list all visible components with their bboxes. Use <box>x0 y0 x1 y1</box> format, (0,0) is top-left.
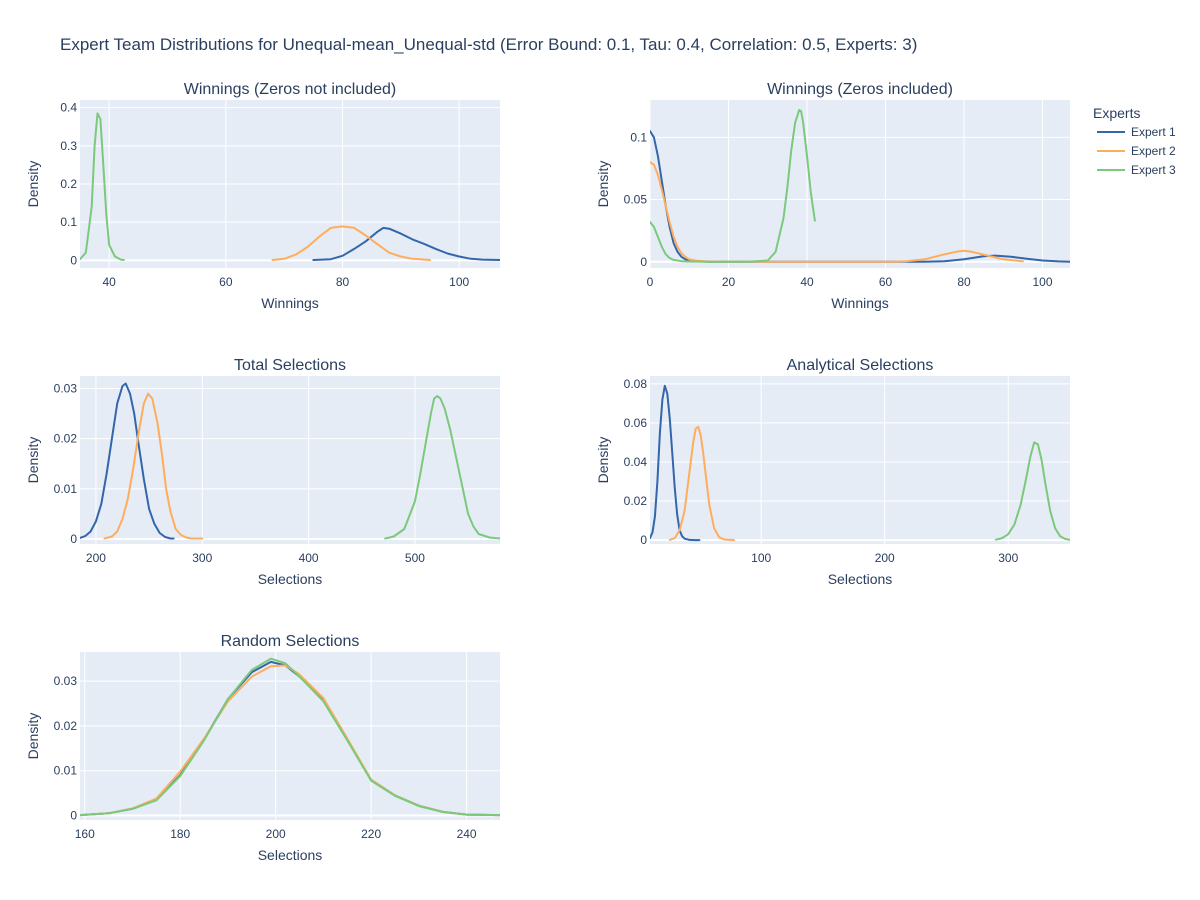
y-tick-label: 0.04 <box>624 455 648 469</box>
x-tick-label: 40 <box>102 275 116 289</box>
y-axis-label: Density <box>25 713 41 760</box>
x-tick-label: 200 <box>875 551 895 565</box>
subplot-title: Total Selections <box>234 357 346 374</box>
subplot-title: Winnings (Zeros included) <box>767 81 953 98</box>
subplot-winnings-z: 0 20 40 60 80 100 0 0.05 0.1 Winnings (Zeros incl… <box>595 81 1070 311</box>
y-tick-label: 0 <box>70 809 77 823</box>
legend-item-expert-3[interactable]: Expert 3 <box>1097 163 1176 177</box>
y-tick-label: 0.2 <box>60 177 77 191</box>
y-tick-label: 0 <box>640 255 647 269</box>
y-tick-label: 0.05 <box>624 193 648 207</box>
plot-area <box>650 376 1070 544</box>
x-tick-label: 100 <box>1033 275 1053 289</box>
plot-area <box>80 652 500 820</box>
y-tick-label: 0.06 <box>624 416 648 430</box>
legend-title: Experts <box>1093 105 1140 121</box>
subplot-title: Analytical Selections <box>787 357 934 374</box>
x-tick-label: 80 <box>957 275 971 289</box>
y-tick-label: 0.1 <box>60 215 77 229</box>
series-group <box>650 384 1070 542</box>
subplot-winnings-nz: 40 60 80 100 0 0.1 0.2 0.3 0.4 Winnings (Zeros no… <box>25 81 500 311</box>
series-line-expert-1 <box>312 226 500 261</box>
series-group <box>80 382 500 540</box>
y-tick-label: 0.08 <box>624 377 648 391</box>
series-line-expert-1 <box>80 382 175 540</box>
subplot-title: Winnings (Zeros not included) <box>184 81 397 98</box>
y-axis-label: Density <box>595 437 611 484</box>
series-line-expert-3 <box>650 109 816 263</box>
y-tick-label: 0.3 <box>60 139 77 153</box>
figure-title: Expert Team Distributions for Unequal-me… <box>60 35 917 54</box>
legend-item-expert-2[interactable]: Expert 2 <box>1097 144 1176 158</box>
legend-label-expert-3: Expert 3 <box>1131 163 1176 177</box>
x-tick-label: 40 <box>800 275 814 289</box>
y-tick-label: 0.03 <box>54 382 78 396</box>
subplot-total-selections: 200 300 400 500 0 0.01 0.02 0.03 Total Selection… <box>25 357 500 587</box>
y-axis-label: Density <box>595 161 611 208</box>
x-tick-label: 200 <box>86 551 106 565</box>
legend-item-expert-1[interactable]: Expert 1 <box>1097 125 1176 139</box>
legend[interactable]: Experts Expert 1 Expert 2 Expert 3 <box>1093 105 1176 177</box>
x-tick-label: 200 <box>266 827 286 841</box>
y-tick-label: 0 <box>640 533 647 547</box>
x-tick-label: 220 <box>361 827 381 841</box>
x-tick-label: 500 <box>405 551 425 565</box>
x-tick-label: 240 <box>457 827 477 841</box>
x-tick-label: 400 <box>299 551 319 565</box>
y-tick-label: 0.02 <box>54 719 78 733</box>
x-tick-label: 20 <box>722 275 736 289</box>
series-group <box>80 657 500 817</box>
series-line-expert-3 <box>994 441 1070 541</box>
x-tick-label: 100 <box>751 551 771 565</box>
series-line-expert-3 <box>384 395 500 540</box>
series-line-expert-3 <box>80 112 125 261</box>
plot-area <box>650 100 1070 268</box>
x-tick-label: 300 <box>192 551 212 565</box>
x-axis-label: Winnings <box>831 295 889 311</box>
y-tick-label: 0 <box>70 253 77 267</box>
x-tick-label: 100 <box>449 275 469 289</box>
x-axis-label: Winnings <box>261 295 319 311</box>
x-tick-label: 300 <box>998 551 1018 565</box>
y-tick-label: 0.01 <box>54 482 78 496</box>
x-tick-label: 0 <box>647 275 654 289</box>
legend-label-expert-1: Expert 1 <box>1131 125 1176 139</box>
legend-label-expert-2: Expert 2 <box>1131 144 1176 158</box>
plot-area <box>80 376 500 544</box>
subplots: 40 60 80 100 0 0.1 0.2 0.3 0.4 Winnings (Zeros no… <box>25 81 1070 863</box>
y-axis-label: Density <box>25 437 41 484</box>
series-line-expert-2 <box>103 392 204 540</box>
x-axis-label: Selections <box>828 571 893 587</box>
x-tick-label: 180 <box>170 827 190 841</box>
x-axis-label: Selections <box>258 571 323 587</box>
series-line-expert-2 <box>271 225 431 261</box>
series-group <box>650 109 1070 263</box>
series-line-expert-2 <box>668 425 735 542</box>
y-tick-label: 0.03 <box>54 674 78 688</box>
series-line-expert-3 <box>80 657 500 817</box>
subplot-analytical-selections: 100 200 300 0 0.02 0.04 0.06 0.08 Analytical Sel… <box>595 357 1070 587</box>
subplot-title: Random Selections <box>221 633 360 650</box>
y-tick-label: 0.4 <box>60 101 77 115</box>
y-tick-label: 0.01 <box>54 764 78 778</box>
x-tick-label: 80 <box>336 275 350 289</box>
x-tick-label: 60 <box>879 275 893 289</box>
x-tick-label: 160 <box>75 827 95 841</box>
x-axis-label: Selections <box>258 847 323 863</box>
series-line-expert-1 <box>650 384 701 542</box>
y-tick-label: 0.02 <box>54 432 78 446</box>
x-tick-label: 60 <box>219 275 233 289</box>
y-tick-label: 0.02 <box>624 494 648 508</box>
y-axis-label: Density <box>25 161 41 208</box>
series-group <box>80 112 500 261</box>
subplot-random-selections: 160 180 200 220 240 0 0.01 0.02 0.03 Random Selec… <box>25 633 500 863</box>
y-tick-label: 0.1 <box>630 130 647 144</box>
y-tick-label: 0 <box>70 532 77 546</box>
